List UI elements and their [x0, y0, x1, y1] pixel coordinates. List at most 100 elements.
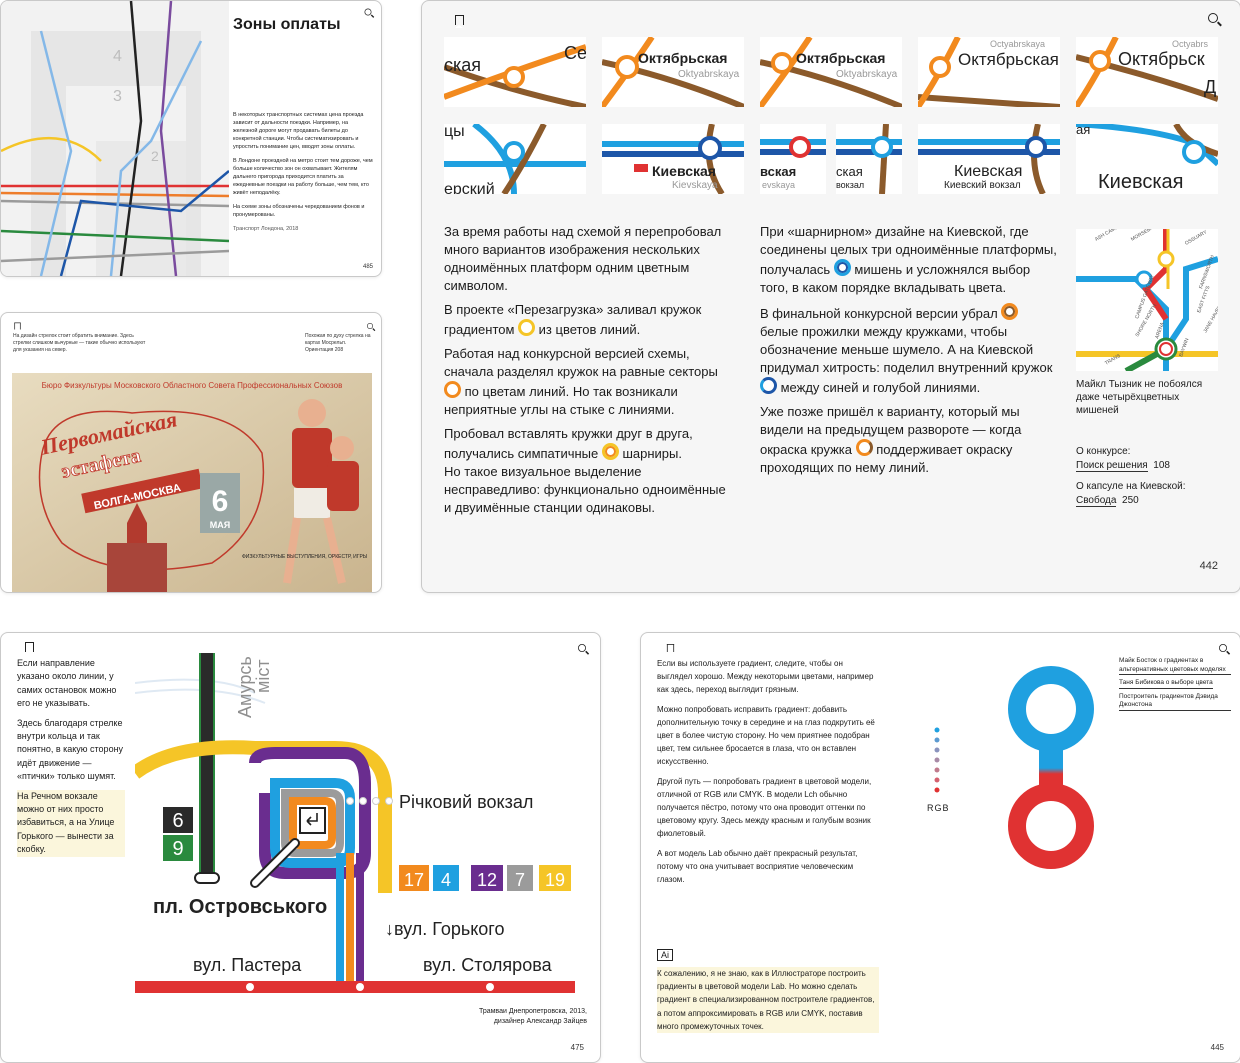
- card-gradients[interactable]: Если вы используете градиент, следите, ч…: [640, 632, 1240, 1063]
- search-icon[interactable]: [1208, 13, 1218, 23]
- station-river: Річковий вокзал: [399, 792, 533, 812]
- tile-kievskaya-5: ая Киевская: [1076, 124, 1218, 194]
- tram-map: 6 9 17 4 12 7 19 Амурсь міст Річковий во…: [135, 653, 575, 993]
- svg-text:Octyabrskaya: Octyabrskaya: [990, 39, 1045, 49]
- paragraph: В финальной конкурсной версии убрал белы…: [760, 303, 1060, 397]
- svg-text:JANE HAVEN: JANE HAVEN: [1203, 304, 1218, 334]
- sidebar-text: Если направление указано около линии, у …: [17, 657, 125, 863]
- svg-text:Oktyabrskaya: Oktyabrskaya: [678, 69, 740, 80]
- svg-text:Киевская: Киевская: [954, 163, 1022, 180]
- route-12-badge: 12: [477, 870, 497, 890]
- bookmark-icon[interactable]: [14, 322, 21, 332]
- svg-text:Октябрьская: Октябрьская: [638, 50, 727, 66]
- colored-ring-icon: [855, 439, 873, 456]
- svg-text:ARENA: ARENA: [1154, 321, 1166, 340]
- search-icon[interactable]: [364, 8, 372, 16]
- search-icon[interactable]: [578, 644, 586, 652]
- search-icon[interactable]: [1219, 644, 1227, 652]
- caption: Транспорт Лондона, 2018: [233, 226, 299, 232]
- bookmark-icon[interactable]: [666, 644, 675, 655]
- svg-text:evskaya: evskaya: [762, 180, 795, 190]
- rgb-label: RGB: [927, 803, 950, 813]
- zone-4-label: 4: [113, 48, 122, 65]
- svg-text:Се: Се: [564, 43, 586, 63]
- caption: Трамваи Днепропетровска, 2013, дизайнер …: [478, 1008, 587, 1025]
- paragraph: Пробовал вставлять кружки друг в друга, …: [444, 426, 693, 461]
- bookmark-icon[interactable]: [455, 15, 464, 28]
- svg-text:ASH CAMPUS: ASH CAMPUS: [1094, 229, 1126, 243]
- text-column-left: За время работы над схемой я перепробова…: [444, 223, 734, 523]
- card-metro-interchange[interactable]: ская Се Октябрьская Oktyabrskaya Октябрь…: [421, 0, 1240, 593]
- card-tram-map[interactable]: Если направление указано около линии, у …: [0, 632, 601, 1063]
- link-contest[interactable]: О конкурсе: Поиск решения 108: [1076, 446, 1170, 472]
- page-title: Зоны оплаты: [233, 16, 341, 33]
- side-caption: Майкл Тызник не побоялся даже четырёхцве…: [1076, 379, 1203, 416]
- side-links[interactable]: Майк Босток о градиентах в альтернативны…: [1119, 657, 1231, 711]
- route-4-badge: 4: [441, 870, 451, 890]
- london-tube-map: 4 3 2: [1, 1, 229, 276]
- svg-text:Киевская: Киевская: [1098, 171, 1184, 193]
- station-paster: вул. Пастера: [193, 955, 302, 975]
- link-bibikova[interactable]: Таня Бибикова о выборе цвета: [1119, 679, 1213, 689]
- route-17-badge: 17: [404, 870, 424, 890]
- final-ring-icon: [1001, 303, 1019, 320]
- svg-text:Oktyabrskaya: Oktyabrskaya: [836, 69, 898, 80]
- tile-oktyabrskaya-4: Octyabrskaya Октябрьская: [918, 37, 1060, 107]
- svg-text:ерский: ерский: [444, 181, 495, 194]
- svg-text:Octyabrs: Octyabrs: [1172, 39, 1209, 49]
- zone-3-label: 3: [113, 88, 122, 105]
- gradient-shape: [1008, 666, 1094, 869]
- paragraph: В проекте «Перезагрузка» заливал кружок …: [444, 302, 702, 337]
- tile-kievskaya-1: цы ерский: [444, 124, 586, 194]
- note-right: Похожая по духу стрелка на картах Мосрел…: [305, 333, 371, 353]
- svg-text:Октябрьск: Октябрьск: [1118, 49, 1205, 69]
- poster-header: Бюро Физкультуры Московского Областного …: [42, 381, 343, 390]
- tile-kievskaya-3b: ская вокзал: [836, 124, 902, 194]
- svg-text:Kievskaya: Kievskaya: [672, 180, 718, 191]
- text-column-right: При «шарнирном» дизайне на Киевской, где…: [760, 223, 1060, 483]
- route-6-badge: 6: [172, 810, 183, 832]
- poster-bottom: ФИЗКУЛЬТУРНЫЕ ВЫСТУПЛЕНИЯ, ОРКЕСТР, ИГРЫ: [242, 554, 368, 560]
- zone-2-label: 2: [151, 148, 159, 164]
- paragraph: А вот модель Lab обычно даёт прекрасный …: [657, 848, 858, 885]
- note-left: На дизайн стрелок стоит обратить внимани…: [13, 333, 146, 353]
- page-number: 485: [362, 264, 373, 270]
- page-number: 442: [1199, 560, 1218, 572]
- svg-text:цы: цы: [444, 124, 465, 140]
- paragraph: Работая над конкурсной версией схемы, сн…: [444, 346, 718, 417]
- poster-image: Бюро Физкультуры Московского Областного …: [12, 373, 372, 592]
- route-19-badge: 19: [545, 870, 565, 890]
- paragraph: При «шарнирном» дизайне на Киевской, где…: [760, 224, 1057, 295]
- gradient-dots: [934, 727, 940, 793]
- svg-text:Киевская: Киевская: [652, 163, 716, 179]
- split-ring-icon: [760, 377, 777, 394]
- link-capsule[interactable]: О капсуле на Киевской: Свобода 250: [1076, 481, 1186, 507]
- main-text: Если вы используете градиент, следите, ч…: [657, 657, 877, 892]
- svg-text:ая: ая: [1076, 124, 1090, 137]
- search-icon[interactable]: [367, 323, 373, 329]
- svg-text:вокзал: вокзал: [836, 180, 864, 190]
- amur-label-2: міст: [253, 659, 273, 693]
- paragraph-highlight: На Речном вокзале можно от них просто из…: [17, 789, 125, 857]
- svg-text:ская: ская: [836, 164, 863, 179]
- gradient-ring-icon: [518, 319, 536, 336]
- paragraph: Уже позже пришёл к варианту, который мы …: [760, 404, 1022, 475]
- paragraph: Но такое визуальное выделение несправедл…: [444, 464, 726, 515]
- paragraph: На схеме зоны обозначены чередованием фо…: [233, 204, 365, 218]
- tile-oktyabrskaya-2: Октябрьская Oktyabrskaya: [602, 37, 744, 107]
- svg-text:Киевский вокзал: Киевский вокзал: [944, 180, 1021, 191]
- route-9-badge: 9: [172, 838, 183, 860]
- page-number: 475: [570, 1043, 584, 1052]
- tile-oktyabrskaya-3: Октябрьская Oktyabrskaya: [760, 37, 902, 107]
- card-poster[interactable]: На дизайн стрелок стоит обратить внимани…: [0, 312, 382, 593]
- card-fare-zones[interactable]: 4 3 2 Зоны оплаты В некоторых транспортн…: [0, 0, 382, 277]
- svg-text:Д: Д: [1204, 77, 1216, 97]
- paragraph: Можно попробовать исправить градиент: до…: [657, 704, 875, 767]
- bookmark-icon[interactable]: [25, 642, 34, 655]
- poster-day: 6: [212, 485, 229, 518]
- ai-note: К сожалению, я не знаю, как в Иллюстрато…: [657, 967, 879, 1034]
- svg-text:EAST FITTS: EAST FITTS: [1196, 284, 1212, 313]
- paragraph: Другой путь — попробовать градиент в цве…: [657, 776, 872, 839]
- link-bostock[interactable]: Майк Босток о градиентах в альтернативны…: [1119, 657, 1231, 675]
- link-johnston[interactable]: Построитель градиентов Дэвида Джонстона: [1119, 693, 1231, 711]
